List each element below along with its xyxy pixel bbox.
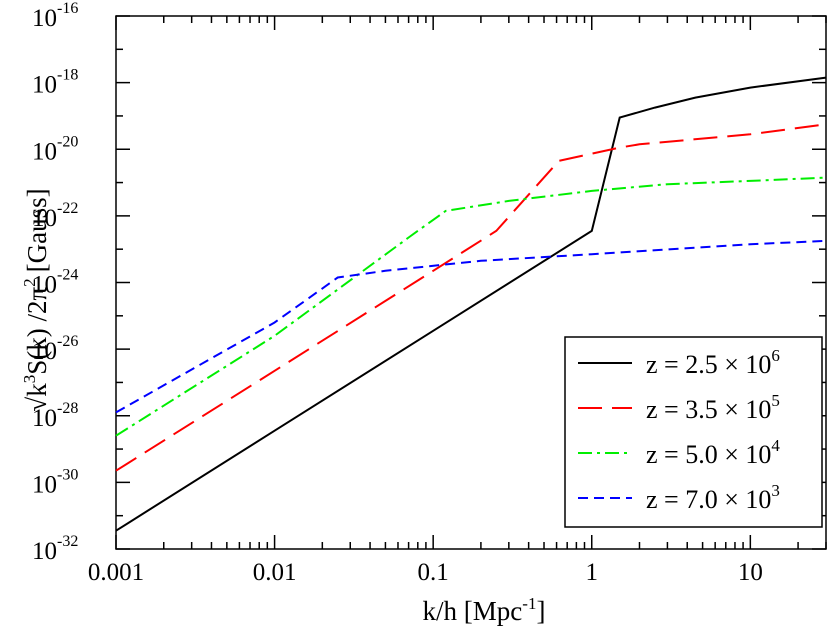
y-tick-label-exponent: -24	[57, 267, 78, 284]
legend-box	[564, 336, 823, 528]
y-tick-label: 10-18	[32, 67, 78, 99]
legend-label-1: z = 2.5 × 106	[646, 346, 780, 379]
x-tick-label: 1	[586, 559, 599, 586]
y-tick-label-base: 10	[32, 471, 57, 498]
y-axis-label-k: k	[22, 383, 52, 397]
y-axis-label: √k3S(k) /2π2 [Gauss]	[20, 188, 52, 411]
series-line-2	[115, 123, 827, 472]
y-tick-label-base: 10	[32, 405, 57, 432]
svg-text:√k3S(k) /2π2[Gauss]: √k3S(k) /2π2 [Gauss]	[20, 188, 52, 411]
y-tick-label-base: 10	[32, 205, 57, 232]
legend-label-exponent: 4	[771, 436, 780, 455]
x-tick-labels: 0.001 0.01 0.1 1 10	[88, 559, 763, 586]
x-axis-label-sup: -1	[522, 594, 536, 613]
tick-marks	[115, 15, 827, 550]
series-lines	[115, 76, 827, 532]
y-tick-label: 10-24	[32, 267, 78, 299]
y-axis-label-k-sup: 3	[20, 375, 39, 384]
x-axis-label-tail: ]	[536, 596, 545, 626]
y-tick-label-exponent: -20	[57, 133, 78, 150]
y-axis-label-unit: [Gauss]	[22, 188, 52, 272]
y-axis-label-radical: √	[22, 397, 52, 412]
legend-label-2: z = 3.5 × 105	[646, 391, 780, 424]
y-axis-label-mid: S(k) /2π	[22, 287, 52, 375]
legend-label-exponent: 3	[771, 481, 780, 500]
y-tick-label: 10-20	[32, 133, 78, 165]
y-tick-label: 10-16	[32, 0, 78, 32]
y-tick-label-base: 10	[32, 272, 57, 299]
y-tick-label-base: 10	[32, 338, 57, 365]
series-line-4	[115, 239, 827, 414]
series-line-3	[115, 176, 827, 437]
y-tick-label-exponent: -26	[57, 333, 78, 350]
legend-label-3: z = 5.0 × 104	[646, 436, 780, 469]
x-tick-label: 0.001	[88, 559, 144, 586]
x-tick-label: 0.01	[253, 559, 297, 586]
y-tick-label-exponent: -18	[57, 67, 78, 84]
y-tick-label-exponent: -22	[57, 200, 78, 217]
x-axis-label: k/h [Mpc-1]	[423, 594, 546, 626]
legend-label-exponent: 6	[771, 346, 780, 365]
svg-text:k/h [Mpc-1]: k/h [Mpc-1]	[423, 594, 546, 626]
y-tick-label: 10-30	[32, 466, 78, 498]
y-tick-label: 10-28	[32, 400, 78, 432]
y-tick-label: 10-32	[32, 533, 78, 565]
y-tick-label-base: 10	[32, 138, 57, 165]
y-tick-label: 10-22	[32, 200, 78, 232]
y-tick-label-base: 10	[32, 538, 57, 565]
legend-label-text: z = 3.5 × 10	[646, 395, 771, 424]
legend-label-text: z = 7.0 × 10	[646, 485, 771, 514]
y-tick-label-exponent: -32	[57, 533, 78, 550]
y-tick-labels: 10-3210-3010-2810-2610-2410-2210-2010-18…	[32, 0, 78, 565]
y-tick-label-exponent: -16	[57, 0, 78, 17]
y-tick-label-exponent: -30	[57, 466, 78, 483]
legend-label-text: z = 2.5 × 10	[646, 350, 771, 379]
y-axis-label-pi-sup: 2	[20, 278, 39, 287]
legend-label-4: z = 7.0 × 103	[646, 481, 780, 514]
series-line-1	[115, 76, 827, 532]
y-tick-label-base: 10	[32, 5, 57, 32]
x-tick-label: 10	[738, 559, 763, 586]
legend-label-exponent: 5	[771, 391, 780, 410]
x-tick-label: 0.1	[418, 559, 449, 586]
y-tick-label-exponent: -28	[57, 400, 78, 417]
y-tick-label: 10-26	[32, 333, 78, 365]
x-axis-label-text: k/h [Mpc	[423, 596, 523, 626]
legend-label-text: z = 5.0 × 10	[646, 440, 771, 469]
y-tick-label-base: 10	[32, 72, 57, 99]
